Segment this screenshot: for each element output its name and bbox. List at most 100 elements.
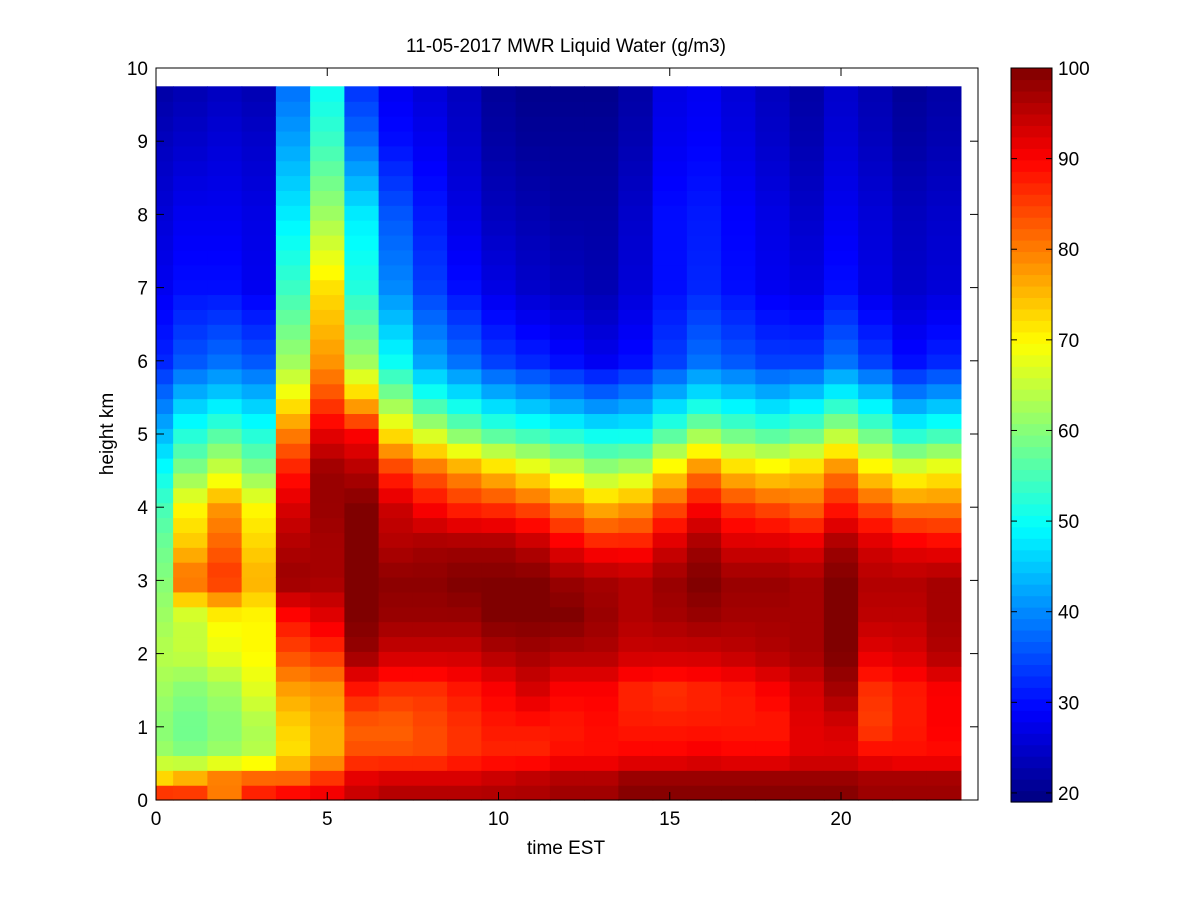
heatmap-cell	[755, 368, 791, 385]
heatmap-cell	[858, 591, 893, 608]
heatmap-cell	[412, 398, 448, 415]
heatmap-cell	[412, 487, 448, 504]
heatmap-cell	[344, 591, 380, 608]
heatmap-cell	[481, 294, 517, 310]
heatmap-cell	[447, 324, 482, 340]
heatmap-cell	[156, 190, 174, 206]
heatmap-cell	[584, 309, 619, 325]
heatmap-cell	[412, 264, 448, 281]
heatmap-cell	[344, 428, 380, 444]
heatmap-cell	[378, 339, 414, 355]
heatmap-cell	[515, 428, 551, 444]
y-axis-label: height km	[97, 393, 118, 475]
heatmap-cell	[481, 190, 517, 206]
heatmap-cell	[515, 220, 551, 236]
heatmap-cell	[515, 636, 551, 652]
heatmap-cell	[652, 695, 688, 712]
heatmap-cell	[926, 279, 962, 296]
heatmap-cell	[378, 190, 414, 206]
heatmap-cell	[173, 458, 208, 474]
heatmap-cell	[241, 740, 277, 756]
heatmap-cell	[344, 86, 380, 102]
heatmap-cell	[310, 428, 345, 444]
heatmap-cell	[310, 249, 345, 266]
x-tick-label: 10	[488, 809, 509, 830]
heatmap-cell	[156, 428, 174, 444]
heatmap-cell	[515, 458, 551, 474]
heatmap-cell	[721, 264, 756, 281]
heatmap-cell	[584, 770, 619, 786]
heatmap-cell	[156, 294, 174, 310]
heatmap-cell	[892, 576, 928, 593]
colorbar-tick-label: 70	[1058, 331, 1079, 352]
heatmap-cell	[618, 249, 654, 266]
heatmap-cell	[156, 591, 174, 608]
heatmap-cell	[892, 621, 928, 638]
heatmap-cell	[823, 145, 859, 162]
colorbar-band	[1011, 102, 1052, 115]
heatmap-cell	[275, 428, 311, 444]
heatmap-cell	[618, 562, 654, 578]
heatmap-cell	[275, 160, 311, 177]
heatmap-cell	[823, 472, 859, 489]
heatmap-cell	[447, 383, 482, 400]
heatmap-cell	[378, 264, 414, 281]
heatmap-cell	[686, 205, 722, 221]
heatmap-cell	[241, 220, 277, 236]
heatmap-cell	[481, 502, 517, 519]
heatmap-cell	[310, 651, 345, 667]
heatmap-cell	[515, 101, 551, 117]
heatmap-cell	[275, 368, 311, 385]
heatmap-cell	[858, 324, 893, 340]
heatmap-cell	[412, 234, 448, 251]
heatmap-cell	[173, 368, 208, 385]
heatmap-cell	[721, 695, 756, 712]
heatmap-cell	[207, 339, 243, 355]
colorbar-tick-label: 50	[1058, 512, 1079, 533]
colorbar-tick-label: 60	[1058, 421, 1079, 442]
heatmap-cell	[789, 532, 825, 548]
heatmap-cell	[892, 591, 928, 608]
colorbar-band	[1011, 194, 1052, 207]
colorbar-band	[1011, 113, 1052, 126]
colorbar-band	[1011, 136, 1052, 149]
heatmap-cell	[378, 710, 414, 727]
heatmap-cell	[652, 145, 688, 162]
heatmap-cell	[618, 740, 654, 756]
heatmap-cell	[789, 755, 825, 771]
x-axis-label: time EST	[527, 838, 606, 859]
heatmap-cell	[378, 576, 414, 593]
colorbar-band	[1011, 721, 1052, 734]
heatmap-cell	[858, 368, 893, 385]
heatmap-cell	[721, 562, 756, 578]
heatmap-cell	[823, 324, 859, 340]
heatmap-cell	[858, 755, 893, 771]
heatmap-cell	[378, 487, 414, 504]
heatmap-cell	[789, 309, 825, 325]
heatmap-cell	[618, 130, 654, 147]
heatmap-cell	[721, 86, 756, 102]
heatmap-cell	[412, 725, 448, 742]
y-tick-label: 4	[137, 498, 148, 519]
heatmap-cell	[310, 279, 345, 296]
heatmap-cell	[858, 86, 893, 102]
colorbar-band	[1011, 698, 1052, 711]
heatmap-cell	[755, 532, 791, 548]
heatmap-cell	[858, 443, 893, 459]
heatmap-cell	[686, 145, 722, 162]
heatmap-cell	[686, 651, 722, 667]
heatmap-cell	[652, 339, 688, 355]
heatmap-cell	[447, 532, 482, 548]
heatmap-cell	[207, 695, 243, 712]
heatmap-cell	[823, 517, 859, 533]
heatmap-cell	[549, 398, 585, 415]
heatmap-cell	[241, 264, 277, 281]
heatmap-cell	[584, 562, 619, 578]
heatmap-cell	[789, 413, 825, 429]
heatmap-cell	[584, 101, 619, 117]
heatmap-cell	[207, 562, 243, 578]
heatmap-cell	[721, 666, 756, 682]
heatmap-cell	[584, 130, 619, 147]
heatmap-cell	[378, 636, 414, 652]
heatmap-cell	[412, 517, 448, 533]
